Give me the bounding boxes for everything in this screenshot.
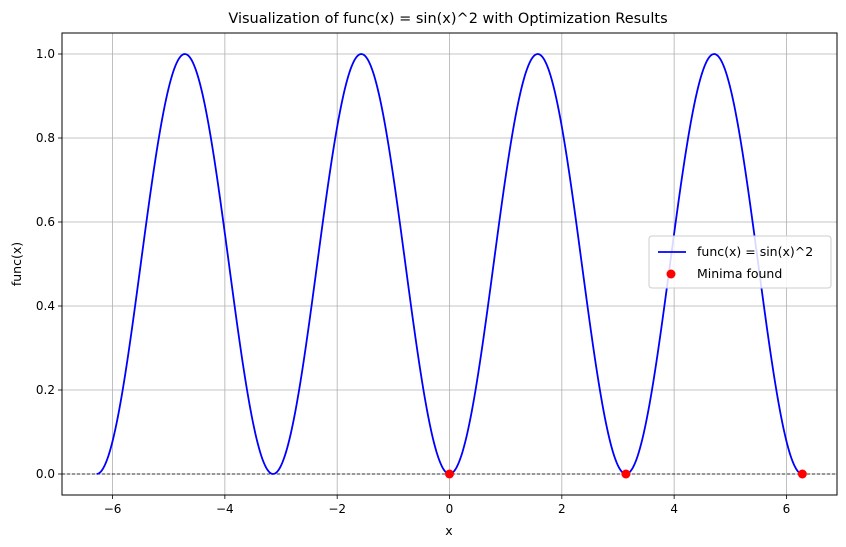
y-tick-label: 0.8 [36, 131, 55, 145]
y-tick-label: 0.6 [36, 215, 55, 229]
legend-label-minima: Minima found [697, 266, 782, 281]
y-tick-label: 0.2 [36, 383, 55, 397]
legend-box [648, 235, 832, 289]
minimum-point [797, 469, 807, 479]
x-tick-label: 0 [446, 502, 454, 516]
x-tick-label: −4 [216, 502, 234, 516]
minimum-point [445, 469, 454, 479]
x-axis-ticks: −6 −4 −2 0 2 4 6 [104, 495, 791, 516]
x-tick-label: 4 [670, 502, 678, 516]
y-tick-label: 1.0 [36, 47, 55, 61]
y-tick-label: 0.0 [36, 467, 55, 481]
x-tick-label: −6 [104, 502, 122, 516]
legend-label-func: func(x) = sin(x)^2 [697, 244, 813, 259]
x-tick-label: −2 [328, 502, 346, 516]
x-axis-label: x [445, 523, 452, 538]
chart-title: Visualization of func(x) = sin(x)^2 with… [228, 11, 667, 27]
y-axis-ticks: 0.0 0.2 0.4 0.6 0.8 1.0 [36, 47, 62, 481]
legend-marker-swatch [666, 269, 676, 279]
y-tick-label: 0.4 [36, 299, 55, 313]
x-tick-label: 6 [783, 502, 791, 516]
y-axis-label: func(x) [9, 242, 24, 286]
x-tick-label: 2 [558, 502, 566, 516]
series-group [96, 53, 807, 479]
minimum-point [621, 469, 631, 479]
legend: func(x) = sin(x)^2 Minima found [648, 235, 832, 289]
